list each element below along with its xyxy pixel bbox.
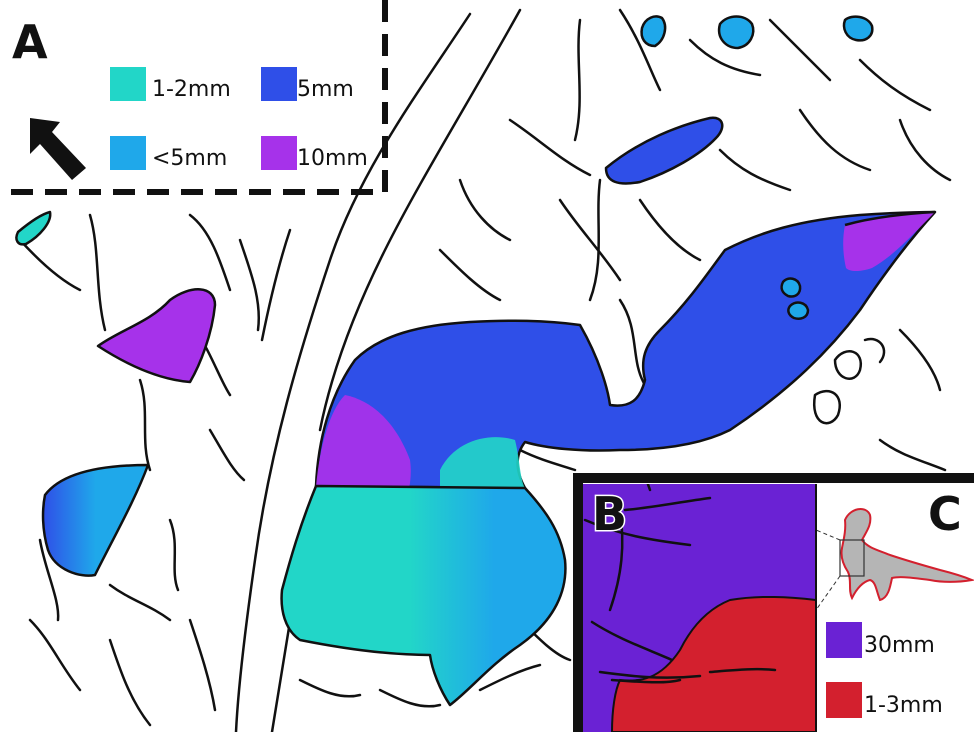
main-patch-lower bbox=[280, 484, 567, 707]
patch-lt5mm-in-main-2 bbox=[787, 301, 810, 320]
legend-bc: 30mm 1-3mm bbox=[826, 622, 943, 718]
patch-lt5mm-top-2 bbox=[717, 15, 755, 50]
patches-a bbox=[15, 15, 874, 577]
legend-a: 1-2mm 5mm <5mm 10mm bbox=[110, 67, 368, 171]
legend-label-5mm: 5mm bbox=[297, 77, 354, 102]
legend-label-30mm: 30mm bbox=[864, 633, 935, 658]
patch-1-2mm-small bbox=[15, 210, 52, 246]
patch-lt5mm-top-1 bbox=[640, 15, 667, 48]
panel-b-content bbox=[582, 484, 816, 732]
panel-letter-b: B bbox=[592, 487, 627, 541]
patch-mixed-left bbox=[41, 463, 150, 577]
crack-loops bbox=[812, 337, 886, 425]
patch-lt5mm-top-3 bbox=[842, 15, 874, 42]
main-patch bbox=[280, 210, 937, 707]
legend-swatch-1-3mm bbox=[826, 682, 862, 718]
main-patch-10mm-zone bbox=[316, 395, 411, 505]
crack-lines bbox=[18, 8, 952, 732]
patch-5mm-top bbox=[604, 116, 724, 185]
panel-a-legend-frame bbox=[0, 0, 388, 195]
main-patch-upper bbox=[314, 210, 937, 490]
legend-swatch-10mm bbox=[261, 136, 297, 170]
legend-swatch-lt5mm bbox=[110, 136, 146, 170]
main-patch-cyan-zone bbox=[440, 437, 525, 498]
legend-label-1-2mm: 1-2mm bbox=[152, 77, 231, 102]
patch-lt5mm-in-main-1 bbox=[780, 277, 802, 298]
panel-letter-a: A bbox=[12, 15, 48, 69]
arrow-up-left-icon bbox=[30, 118, 86, 180]
legend-swatch-30mm bbox=[826, 622, 862, 658]
legend-label-lt5mm: <5mm bbox=[152, 146, 227, 171]
sauropod-silhouette-icon bbox=[815, 508, 974, 611]
legend-swatch-5mm bbox=[261, 67, 297, 101]
legend-label-10mm: 10mm bbox=[297, 146, 368, 171]
patch-10mm-tip bbox=[843, 212, 935, 271]
panel-letter-c: C bbox=[928, 487, 962, 541]
legend-swatch-1-2mm bbox=[110, 67, 146, 101]
panel-bc-inset bbox=[573, 473, 974, 732]
legend-label-1-3mm: 1-3mm bbox=[864, 693, 943, 718]
patch-10mm-left bbox=[96, 288, 217, 384]
panel-b-1-3mm-region bbox=[610, 595, 816, 732]
